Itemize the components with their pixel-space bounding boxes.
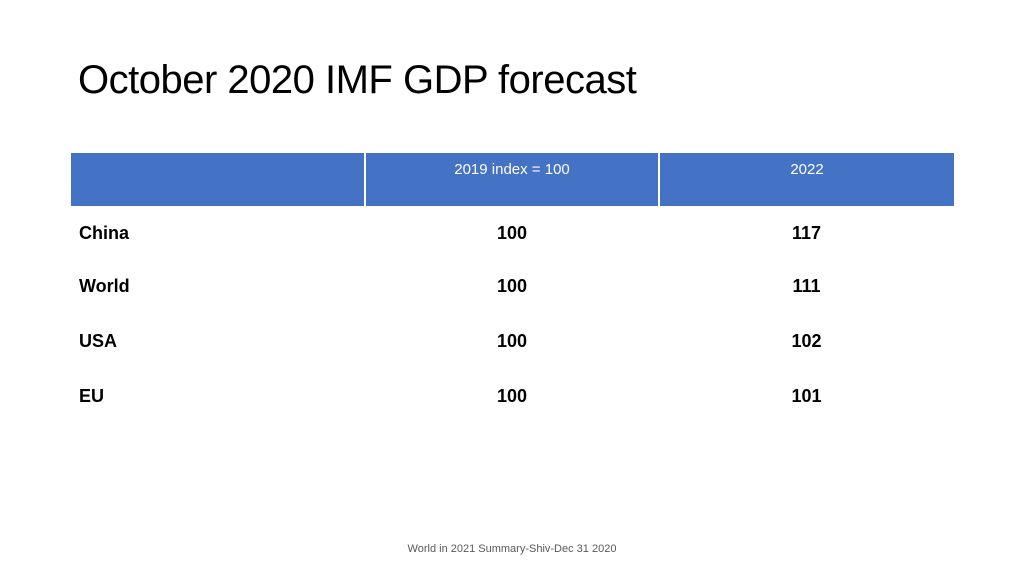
row-value-2019: 100 — [496, 386, 528, 406]
row-value-2022: 111 — [792, 276, 821, 296]
row-label: EU — [79, 386, 105, 406]
slide-footer: World in 2021 Summary-Shiv-Dec 31 2020 — [407, 543, 617, 555]
row-label: USA — [79, 331, 118, 351]
table-header-cell-2019-index: 2019 index = 100 — [364, 153, 659, 207]
table-header-cell-2022: 2022 — [658, 153, 954, 207]
table-header-row: 2019 index = 100 2022 — [71, 153, 954, 207]
row-value-2022: 117 — [791, 222, 822, 243]
row-value-2019: 100 — [496, 331, 528, 351]
row-value-2022: 101 — [791, 386, 822, 406]
row-label: World — [79, 276, 130, 296]
gdp-forecast-table: 2019 index = 100 2022 China 100 117 Worl… — [71, 153, 954, 427]
row-value-2022: 102 — [791, 331, 822, 351]
table-row: China 100 117 — [71, 207, 954, 262]
table-row: USA 100 102 — [71, 317, 954, 372]
row-label: China — [79, 222, 130, 243]
table-row: EU 100 101 — [71, 372, 954, 427]
row-value-2019: 100 — [496, 222, 528, 243]
table-header-cell-label — [71, 153, 365, 207]
slide-title: October 2020 IMF GDP forecast — [78, 58, 637, 102]
row-value-2019: 100 — [496, 276, 528, 296]
table-row: World 100 111 — [71, 262, 954, 317]
